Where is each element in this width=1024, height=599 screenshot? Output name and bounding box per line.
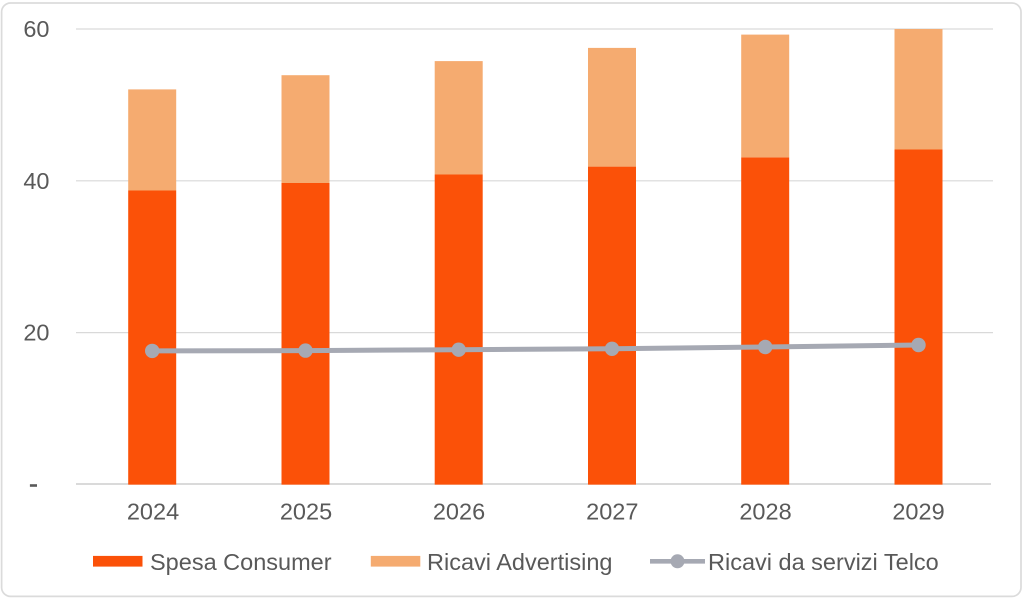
svg-text:40: 40 (23, 168, 49, 194)
svg-text:2024: 2024 (127, 499, 179, 525)
svg-text:Ricavi Advertising: Ricavi Advertising (427, 549, 612, 575)
svg-text:2026: 2026 (433, 499, 485, 525)
svg-text:Ricavi da servizi Telco: Ricavi da servizi Telco (708, 549, 939, 575)
svg-text:2027: 2027 (586, 499, 638, 525)
svg-text:Spesa Consumer: Spesa Consumer (150, 549, 332, 575)
svg-text:60: 60 (23, 16, 49, 42)
svg-text:2028: 2028 (739, 499, 791, 525)
svg-text:20: 20 (23, 320, 49, 346)
svg-text:2029: 2029 (892, 499, 944, 525)
svg-text:2025: 2025 (280, 499, 332, 525)
